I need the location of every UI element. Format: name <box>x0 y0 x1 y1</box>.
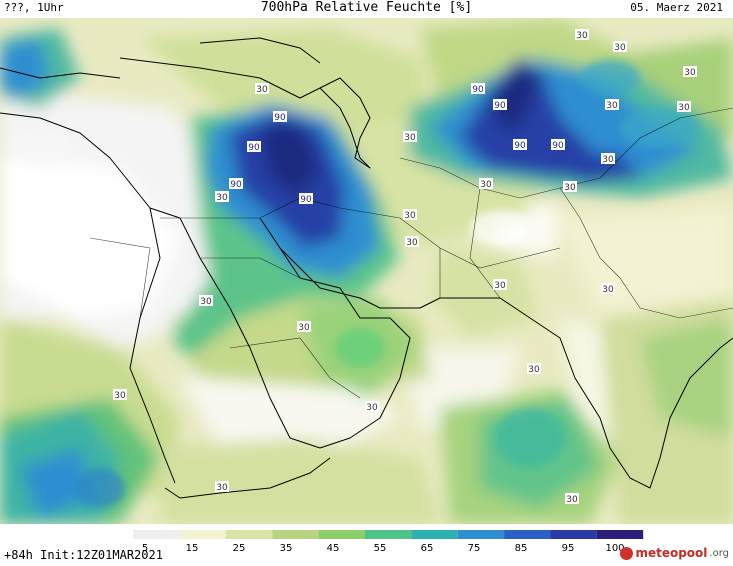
contour-label: 30 <box>601 153 615 165</box>
contour-label: 30 <box>565 493 579 505</box>
meteopool-logo[interactable]: meteopool .org <box>620 546 729 560</box>
svg-text:30: 30 <box>256 85 268 95</box>
svg-text:30: 30 <box>528 365 540 375</box>
svg-text:30: 30 <box>606 101 618 111</box>
colorbar-tick-label: 5 <box>142 543 148 554</box>
svg-text:30: 30 <box>614 43 626 53</box>
contour-label: 30 <box>403 131 417 143</box>
colorbar-tick-label: 25 <box>233 543 246 554</box>
contour-label: 30 <box>563 181 577 193</box>
colorbar-tick-label: 95 <box>562 543 575 554</box>
contour-label: 30 <box>575 29 589 41</box>
svg-text:90: 90 <box>300 195 312 205</box>
svg-text:30: 30 <box>114 391 126 401</box>
colorbar-tick-label: 75 <box>468 543 481 554</box>
contour-label: 30 <box>605 99 619 111</box>
svg-text:30: 30 <box>684 68 696 78</box>
contour-label: 90 <box>229 178 243 190</box>
contour-label: 30 <box>113 389 127 401</box>
colorbar-tick-label: 15 <box>186 543 199 554</box>
svg-text:30: 30 <box>602 285 614 295</box>
logo-globe-icon <box>620 546 634 560</box>
contour-label: 90 <box>471 83 485 95</box>
colorbar-swatch <box>457 530 505 539</box>
svg-text:30: 30 <box>566 495 578 505</box>
colorbar-tick-label: 85 <box>515 543 528 554</box>
svg-text:30: 30 <box>564 183 576 193</box>
contour-label: 30 <box>297 321 311 333</box>
valid-time-label: ???, 1Uhr <box>4 1 64 14</box>
svg-text:30: 30 <box>678 103 690 113</box>
svg-text:30: 30 <box>366 403 378 413</box>
colorbar-tick-label: 100 <box>605 543 624 554</box>
svg-text:90: 90 <box>248 143 260 153</box>
contour-label: 30 <box>365 401 379 413</box>
colorbar-tick-label: 65 <box>421 543 434 554</box>
svg-text:30: 30 <box>602 155 614 165</box>
svg-text:90: 90 <box>274 113 286 123</box>
contour-label: 30 <box>613 41 627 53</box>
colorbar-swatch <box>365 530 412 539</box>
contour-label: 30 <box>403 209 417 221</box>
colorbar-tick-label: 45 <box>327 543 340 554</box>
logo-tld: .org <box>709 547 729 559</box>
svg-text:30: 30 <box>480 180 492 190</box>
contour-label: 30 <box>215 481 229 493</box>
contour-label: 90 <box>513 139 527 151</box>
contour-label: 90 <box>273 111 287 123</box>
contour-labels: 30 30 30 30 30 30 30 30 30 30 30 30 30 30 30 30 30 30 30 30… <box>113 29 697 505</box>
contour-label: 30 <box>683 66 697 78</box>
svg-text:90: 90 <box>472 85 484 95</box>
colorbar-swatch <box>133 530 180 539</box>
svg-text:90: 90 <box>494 101 506 111</box>
colorbar-swatch <box>550 530 597 539</box>
map-title: 700hPa Relative Feuchte [%] <box>260 0 473 15</box>
colorbar-tick-label: 35 <box>280 543 293 554</box>
contour-label: 90 <box>551 139 565 151</box>
svg-text:30: 30 <box>406 238 418 248</box>
valid-date: 05. Maerz 2021 <box>630 1 723 14</box>
contour-label: 30 <box>601 283 615 295</box>
colorbar-extend-arrow <box>620 530 630 539</box>
colorbar-swatch <box>318 530 365 539</box>
colorbar-swatch <box>179 530 226 539</box>
logo-name: meteopool <box>635 546 708 560</box>
svg-text:30: 30 <box>404 133 416 143</box>
svg-text:90: 90 <box>514 141 526 151</box>
colorbar-swatch <box>411 530 458 539</box>
colorbar-tick-label: 55 <box>374 543 387 554</box>
colorbar-swatch <box>225 530 273 539</box>
contour-label: 90 <box>299 193 313 205</box>
contour-label: 90 <box>247 141 261 153</box>
contour-label: 30 <box>405 236 419 248</box>
svg-text:30: 30 <box>200 297 212 307</box>
contour-label: 30 <box>677 101 691 113</box>
contour-label: 90 <box>493 99 507 111</box>
svg-text:30: 30 <box>216 193 228 203</box>
colorbar-swatch <box>110 530 134 539</box>
svg-text:30: 30 <box>216 483 228 493</box>
contour-label: 30 <box>215 191 229 203</box>
contour-label: 30 <box>527 363 541 375</box>
contour-label: 30 <box>479 178 493 190</box>
svg-text:30: 30 <box>298 323 310 333</box>
svg-text:30: 30 <box>494 281 506 291</box>
humidity-map: 30 30 30 30 30 30 30 30 30 30 30 30 30 30 30 30 30 30 30 30… <box>0 18 733 524</box>
svg-text:30: 30 <box>576 31 588 41</box>
colorbar: 5 15 25 35 45 55 65 75 85 95 100 <box>110 530 644 554</box>
colorbar-swatch <box>504 530 551 539</box>
map-footer: 5 15 25 35 45 55 65 75 85 95 100 +84h Init:12Z01MA… <box>0 524 733 566</box>
contour-label: 30 <box>255 83 269 95</box>
svg-text:30: 30 <box>404 211 416 221</box>
svg-text:90: 90 <box>230 180 242 190</box>
svg-text:90: 90 <box>552 141 564 151</box>
contour-label: 30 <box>199 295 213 307</box>
map-header: ???, 1Uhr 700hPa Relative Feuchte [%] 05… <box>0 0 733 18</box>
contour-label: 30 <box>493 279 507 291</box>
colorbar-swatch <box>272 530 319 539</box>
init-time-label: +84h Init:12Z01MAR2021 <box>4 548 163 562</box>
